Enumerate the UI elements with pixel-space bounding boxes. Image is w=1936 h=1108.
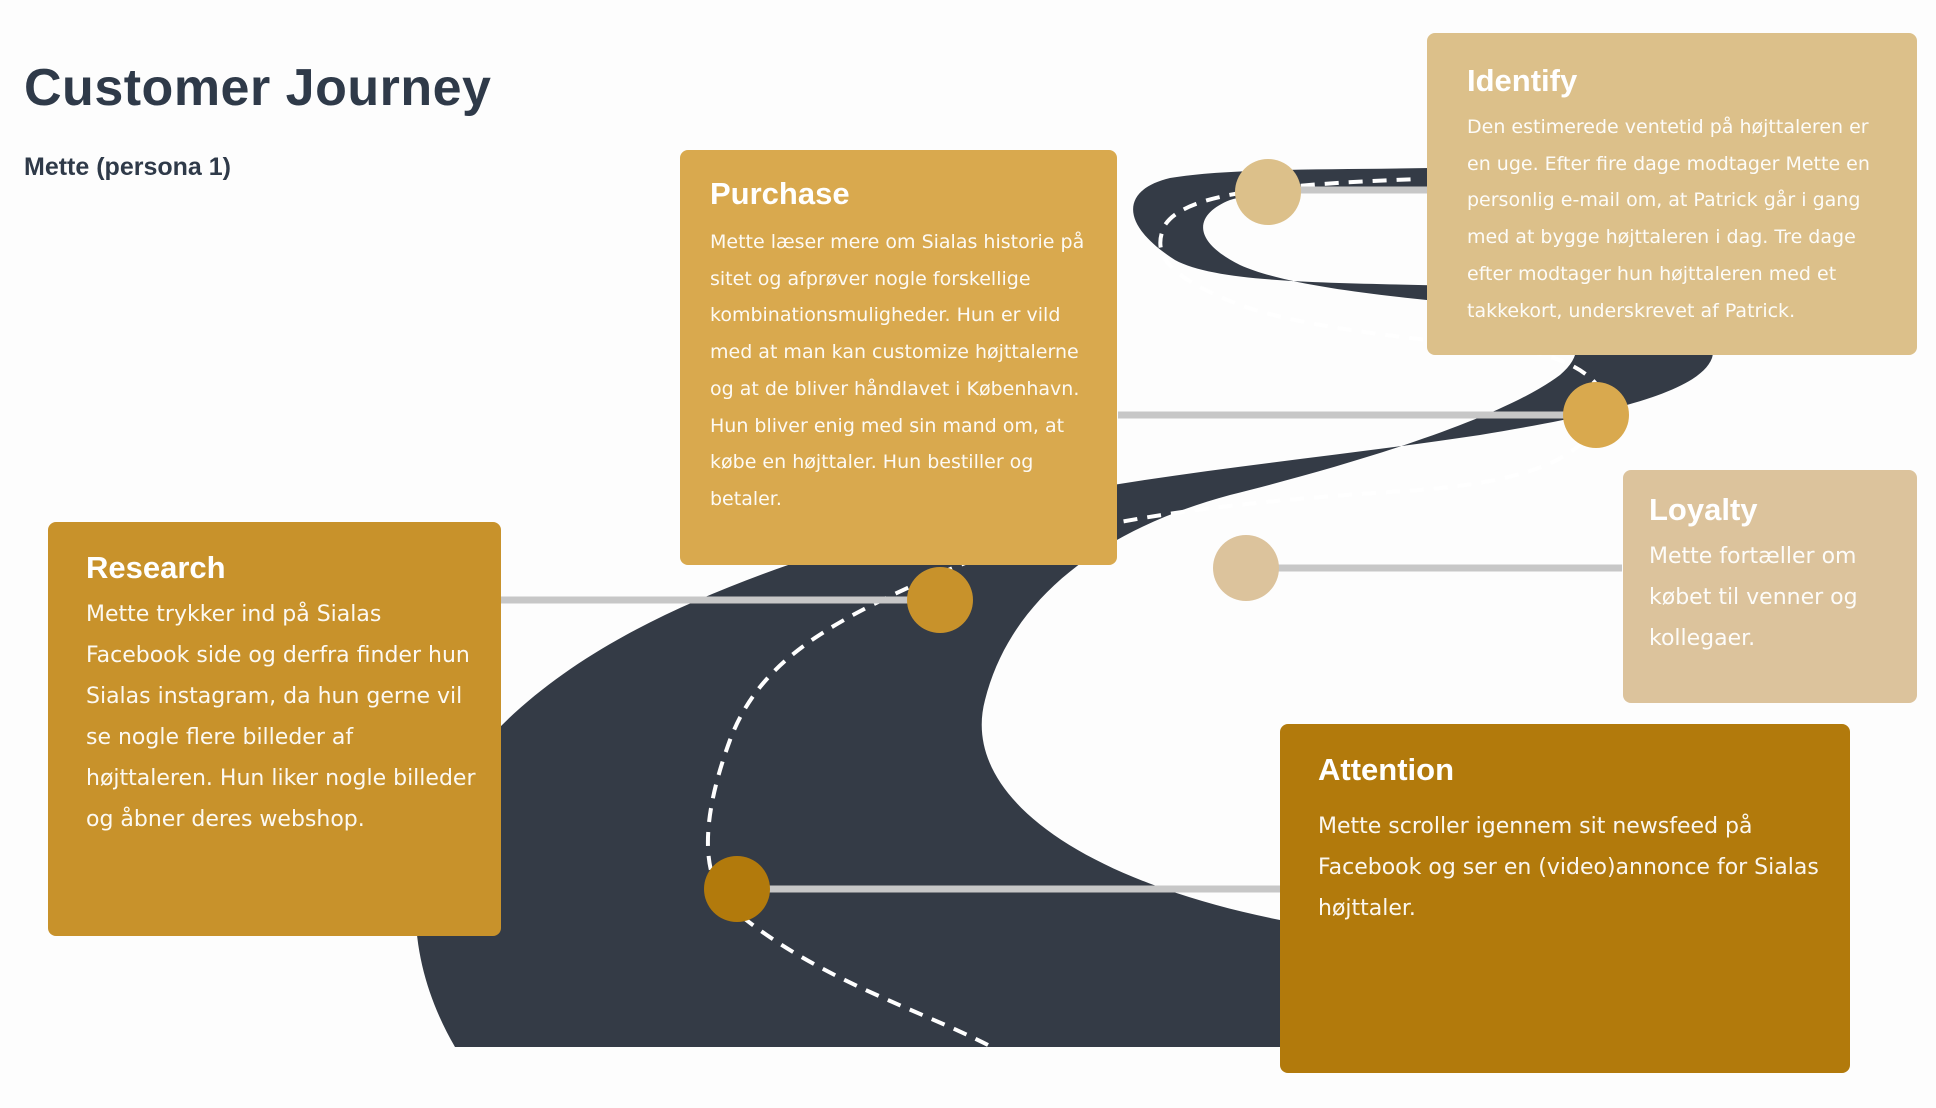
- stage-text-attention: Mette scroller igennem sit newsfeed på F…: [1318, 814, 1819, 921]
- marker-research: [907, 567, 973, 633]
- road-center-line: [705, 177, 1606, 1047]
- stage-title-purchase: Purchase: [710, 176, 850, 211]
- marker-purchase: [1563, 382, 1629, 448]
- road: [415, 168, 1713, 1047]
- stage-text-purchase: Mette læser mere om Sialas historie på s…: [710, 231, 1085, 510]
- marker-attention: [704, 856, 770, 922]
- marker-identify: [1235, 159, 1301, 225]
- page-title: Customer Journey: [24, 59, 492, 117]
- stage-text-identify: Den estimerede ventetid på højttaleren e…: [1467, 116, 1870, 322]
- persona-label: Mette (persona 1): [24, 153, 231, 181]
- stage-title-loyalty: Loyalty: [1649, 492, 1758, 527]
- marker-loyalty: [1213, 535, 1279, 601]
- stage-card-loyalty: Loyalty Mette fortæller om købet til ven…: [1623, 470, 1917, 703]
- stage-card-attention: Attention Mette scroller igennem sit new…: [1280, 724, 1850, 1073]
- stage-text-loyalty: Mette fortæller om købet til venner og k…: [1649, 544, 1858, 651]
- stage-title-research: Research: [86, 550, 226, 585]
- stage-text-research: Mette trykker ind på Sialas Facebook sid…: [86, 602, 476, 832]
- stage-card-identify: Identify Den estimerede ventetid på højt…: [1427, 33, 1917, 355]
- stage-card-purchase: Purchase Mette læser mere om Sialas hist…: [680, 150, 1117, 565]
- stage-card-research: Research Mette trykker ind på Sialas Fac…: [48, 522, 501, 936]
- stage-title-attention: Attention: [1318, 752, 1455, 787]
- stage-title-identify: Identify: [1467, 63, 1578, 98]
